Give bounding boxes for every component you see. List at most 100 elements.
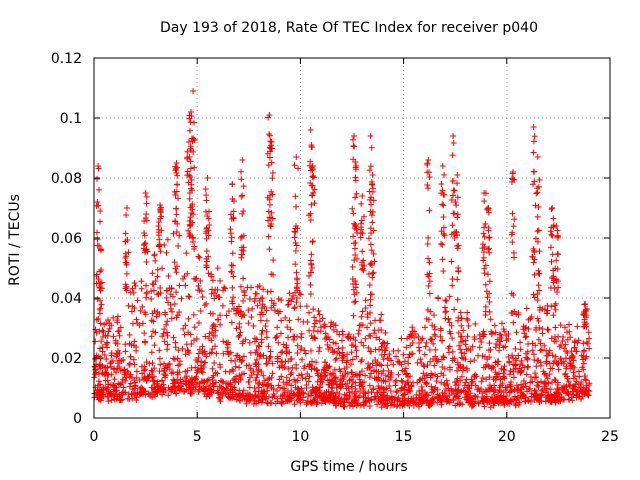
data-point	[369, 188, 376, 195]
x-tick-label: 20	[498, 429, 516, 445]
data-point	[306, 361, 313, 368]
data-point	[339, 372, 346, 379]
data-point	[390, 361, 397, 368]
data-point	[585, 329, 592, 336]
data-point	[467, 358, 474, 365]
data-point	[213, 350, 220, 357]
data-point	[284, 301, 291, 308]
data-point	[151, 365, 158, 372]
data-point	[97, 305, 104, 312]
data-point	[480, 254, 487, 261]
data-point	[454, 317, 461, 324]
data-point	[186, 127, 193, 134]
data-point	[232, 363, 239, 370]
data-point	[263, 317, 270, 324]
data-point	[94, 236, 101, 243]
data-point	[129, 285, 136, 292]
data-point	[188, 364, 195, 371]
data-point	[212, 343, 219, 350]
data-point	[471, 392, 478, 399]
data-point	[534, 379, 541, 386]
data-point	[139, 320, 146, 327]
data-point	[490, 402, 497, 409]
data-point	[254, 302, 261, 309]
data-point	[421, 324, 428, 331]
data-point	[421, 363, 428, 370]
data-point	[441, 171, 448, 178]
data-point	[373, 334, 380, 341]
data-point	[455, 267, 462, 274]
data-point	[308, 366, 315, 373]
data-point	[393, 389, 400, 396]
data-point	[230, 208, 237, 215]
data-point	[157, 284, 164, 291]
data-point	[93, 316, 100, 323]
data-point	[283, 374, 290, 381]
data-point	[450, 187, 457, 194]
data-point	[544, 326, 551, 333]
data-point	[498, 320, 505, 327]
data-point	[292, 193, 299, 200]
data-point	[486, 340, 493, 347]
data-point	[570, 369, 577, 376]
data-point	[513, 329, 520, 336]
data-point	[252, 360, 259, 367]
data-point	[245, 378, 252, 385]
data-point	[443, 308, 450, 315]
y-tick-label: 0.08	[51, 171, 82, 187]
data-point	[263, 334, 270, 341]
chart-title: Day 193 of 2018, Rate Of TEC Index for r…	[160, 20, 538, 36]
data-point	[221, 284, 228, 291]
data-point	[350, 210, 357, 217]
data-point	[240, 275, 247, 282]
data-point	[163, 321, 170, 328]
data-point	[425, 282, 432, 289]
data-point	[450, 210, 457, 217]
data-point	[517, 346, 524, 353]
data-point	[438, 337, 445, 344]
data-point	[557, 322, 564, 329]
data-point	[454, 211, 461, 218]
data-point	[529, 347, 536, 354]
data-point	[154, 273, 161, 280]
data-point	[353, 190, 360, 197]
data-point	[114, 317, 121, 324]
data-point	[259, 327, 266, 334]
data-point	[148, 295, 155, 302]
data-point	[316, 344, 323, 351]
data-point	[235, 303, 242, 310]
data-point	[159, 377, 166, 384]
data-point	[307, 210, 314, 217]
data-point	[188, 109, 195, 115]
data-point	[479, 374, 486, 381]
data-point	[454, 296, 461, 303]
data-point	[560, 333, 567, 340]
data-point	[463, 315, 470, 322]
data-point	[217, 321, 224, 328]
data-point	[464, 317, 471, 324]
data-point	[273, 334, 280, 341]
data-point	[249, 305, 256, 312]
data-point	[163, 249, 170, 256]
data-point	[237, 375, 244, 382]
data-point	[462, 379, 469, 386]
data-point	[511, 216, 518, 223]
data-point	[440, 202, 447, 209]
data-point	[165, 392, 172, 399]
data-point	[498, 334, 505, 341]
data-point	[351, 299, 358, 306]
data-point	[449, 335, 456, 342]
x-tick-label: 10	[291, 429, 309, 445]
data-point	[141, 309, 148, 316]
data-point	[193, 335, 200, 342]
data-point	[141, 330, 148, 337]
data-point	[200, 363, 207, 370]
data-point	[358, 220, 365, 227]
data-point	[439, 241, 446, 248]
data-point	[367, 133, 374, 139]
data-point	[403, 344, 410, 351]
data-point	[206, 350, 213, 357]
data-point	[418, 336, 425, 343]
data-point	[176, 309, 183, 316]
